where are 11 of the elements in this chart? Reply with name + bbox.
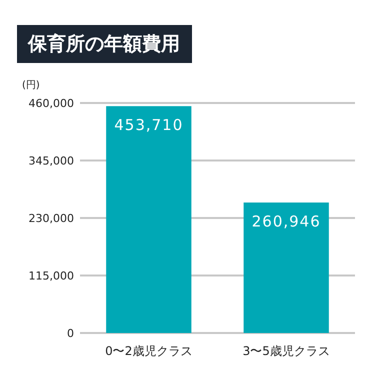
y-tick-label: 230,000	[28, 212, 74, 225]
y-tick-label: 345,000	[28, 154, 74, 168]
chart-title: 保育所の年額費用	[27, 33, 180, 55]
y-axis-title: (円)	[22, 80, 40, 91]
y-tick-label: 115,000	[28, 270, 74, 282]
x-tick-label: 0〜2歳児クラス	[105, 344, 192, 358]
y-tick-label: 460,000	[28, 97, 74, 110]
data-label: 453,710	[114, 116, 184, 134]
data-label: 260,946	[252, 212, 321, 231]
x-tick-label: 3〜5歳児クラス	[242, 344, 330, 358]
y-tick-label: 0	[67, 327, 74, 340]
